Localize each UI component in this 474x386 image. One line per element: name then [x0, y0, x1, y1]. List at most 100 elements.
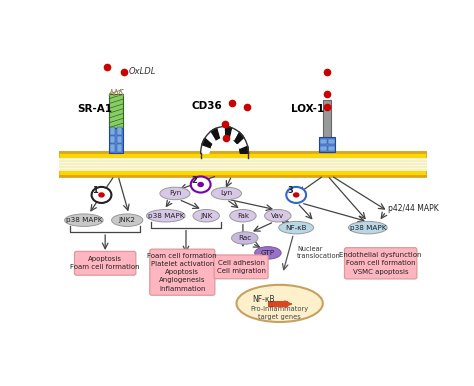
- Polygon shape: [201, 151, 209, 153]
- Polygon shape: [213, 129, 218, 139]
- Polygon shape: [232, 130, 237, 139]
- FancyBboxPatch shape: [58, 152, 428, 176]
- Text: SR-A1: SR-A1: [78, 104, 113, 114]
- Polygon shape: [231, 129, 236, 139]
- Polygon shape: [206, 136, 213, 143]
- Bar: [319, 137, 336, 152]
- Ellipse shape: [231, 232, 258, 244]
- Polygon shape: [225, 127, 226, 137]
- Circle shape: [91, 187, 111, 203]
- Bar: [109, 94, 123, 127]
- Text: NF-κB: NF-κB: [285, 225, 307, 230]
- Text: Endothelial dysfunction
Foam cell formation
VSMC apoptosis: Endothelial dysfunction Foam cell format…: [339, 252, 422, 274]
- Polygon shape: [239, 142, 246, 147]
- Bar: [117, 136, 122, 143]
- Ellipse shape: [111, 214, 143, 227]
- Polygon shape: [201, 148, 209, 151]
- Polygon shape: [202, 142, 210, 147]
- Polygon shape: [201, 145, 210, 149]
- Ellipse shape: [237, 285, 323, 322]
- Text: Rac: Rac: [238, 235, 251, 241]
- Bar: [59, 158, 427, 171]
- Polygon shape: [224, 127, 225, 137]
- Text: 1: 1: [92, 186, 98, 195]
- Polygon shape: [211, 131, 216, 140]
- Bar: [110, 136, 116, 143]
- Text: Apoptosis
Foam cell formation: Apoptosis Foam cell formation: [70, 256, 140, 271]
- Polygon shape: [237, 136, 243, 143]
- Polygon shape: [238, 141, 246, 146]
- Text: Cell adhesion
Cell migration: Cell adhesion Cell migration: [217, 260, 265, 274]
- Text: JNK2: JNK2: [118, 217, 136, 223]
- Polygon shape: [221, 127, 223, 137]
- Bar: [320, 146, 327, 151]
- Polygon shape: [237, 137, 244, 144]
- Polygon shape: [202, 144, 210, 148]
- Polygon shape: [233, 131, 238, 140]
- Polygon shape: [215, 129, 219, 138]
- Polygon shape: [237, 137, 244, 144]
- Polygon shape: [202, 143, 210, 147]
- Polygon shape: [209, 133, 214, 141]
- Polygon shape: [216, 128, 219, 138]
- Polygon shape: [212, 130, 217, 139]
- Polygon shape: [240, 151, 248, 153]
- Polygon shape: [238, 140, 246, 146]
- Bar: [320, 139, 327, 144]
- Polygon shape: [201, 152, 209, 153]
- Bar: [323, 100, 331, 139]
- Polygon shape: [231, 129, 235, 139]
- Polygon shape: [204, 139, 211, 145]
- Text: Fak: Fak: [237, 213, 249, 219]
- Polygon shape: [235, 133, 241, 141]
- Ellipse shape: [146, 210, 185, 222]
- Text: JNK: JNK: [200, 213, 212, 219]
- Polygon shape: [240, 147, 248, 150]
- Text: 3: 3: [287, 186, 293, 195]
- Ellipse shape: [211, 187, 241, 200]
- Polygon shape: [219, 127, 222, 137]
- Polygon shape: [214, 129, 218, 139]
- Text: Fyn: Fyn: [169, 190, 181, 196]
- Circle shape: [293, 192, 300, 198]
- Polygon shape: [238, 139, 246, 145]
- Polygon shape: [207, 135, 213, 142]
- Polygon shape: [227, 127, 229, 137]
- Polygon shape: [239, 143, 247, 147]
- Circle shape: [197, 182, 204, 187]
- Polygon shape: [222, 127, 224, 137]
- Polygon shape: [201, 149, 209, 151]
- Polygon shape: [205, 137, 212, 144]
- Polygon shape: [201, 147, 209, 150]
- FancyBboxPatch shape: [74, 251, 136, 275]
- Ellipse shape: [348, 222, 387, 234]
- Polygon shape: [228, 127, 231, 137]
- Text: Foam cell formation
Platelet activation
Apoptosis
Angiogenesis
Inflammation: Foam cell formation Platelet activation …: [147, 253, 217, 292]
- Text: p42/44 MAPK: p42/44 MAPK: [388, 204, 439, 213]
- Ellipse shape: [160, 187, 190, 200]
- Text: 2: 2: [191, 176, 197, 185]
- Bar: [117, 127, 122, 135]
- Ellipse shape: [230, 210, 256, 222]
- Bar: [117, 144, 122, 152]
- Ellipse shape: [279, 222, 314, 234]
- Polygon shape: [240, 150, 248, 152]
- Polygon shape: [220, 127, 222, 137]
- Circle shape: [191, 176, 210, 193]
- Text: Lyn: Lyn: [220, 190, 232, 196]
- FancyBboxPatch shape: [345, 248, 417, 279]
- Polygon shape: [201, 146, 210, 149]
- Polygon shape: [210, 132, 215, 141]
- Bar: [268, 301, 288, 307]
- Text: GTP: GTP: [261, 250, 275, 256]
- Polygon shape: [208, 134, 214, 142]
- Bar: [110, 127, 116, 135]
- Polygon shape: [201, 150, 209, 152]
- Polygon shape: [234, 132, 239, 141]
- Text: LOX-1: LOX-1: [291, 104, 324, 114]
- Polygon shape: [203, 140, 211, 146]
- Text: CD36: CD36: [191, 101, 222, 111]
- Polygon shape: [223, 127, 224, 137]
- Text: NF-κB: NF-κB: [252, 295, 274, 304]
- Polygon shape: [205, 137, 212, 144]
